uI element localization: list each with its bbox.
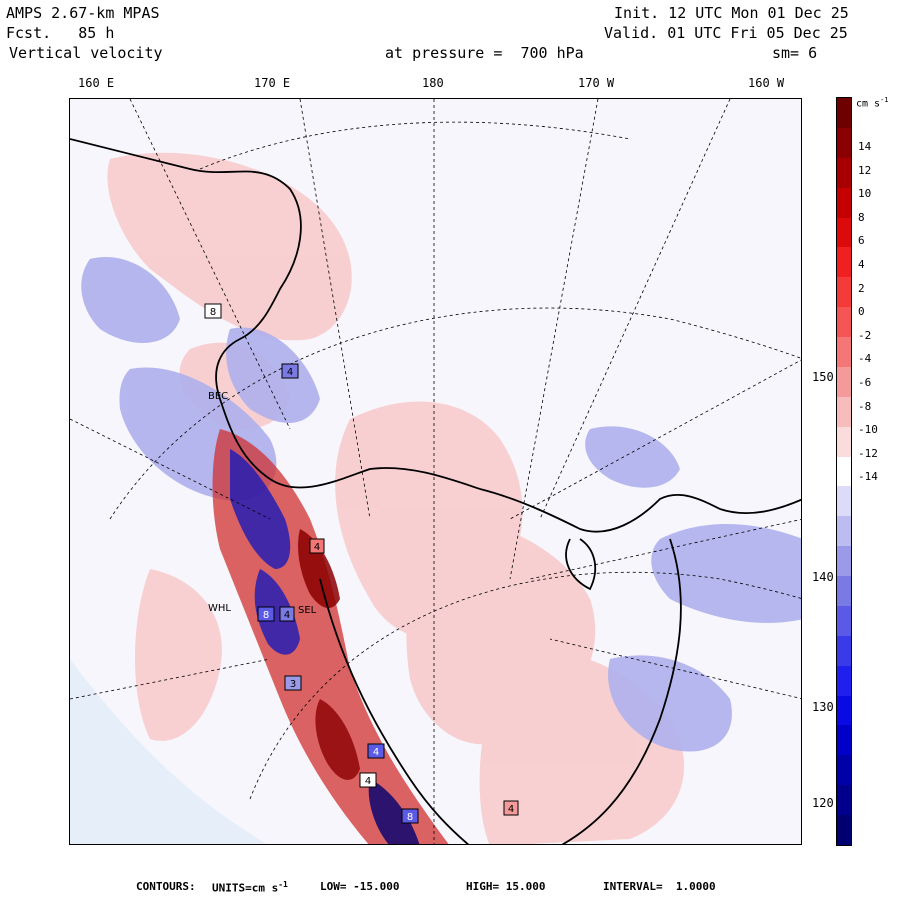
svg-text:8: 8 — [407, 812, 413, 823]
positive-velocity-areas — [107, 152, 685, 844]
colorbar-tick-label: -4 — [858, 352, 872, 366]
station-marker: 4 — [359, 772, 377, 788]
colorbar-tick-label: -12 — [858, 446, 878, 460]
valid-time: Valid. 01 UTC Fri 05 Dec 25 — [604, 24, 848, 42]
station-marker: 4 — [279, 606, 295, 622]
lon-label-180: 180 — [422, 76, 444, 90]
station-marker: 8 — [204, 303, 222, 319]
svg-text:4: 4 — [373, 747, 379, 758]
svg-text:4: 4 — [284, 610, 290, 621]
footer-interval: INTERVAL= 1.0000 — [603, 880, 716, 893]
station-label-whl: WHL — [208, 603, 231, 614]
station-markers: 8 4 8 4 4 3 4 — [204, 303, 519, 824]
colorbar-segment — [837, 785, 851, 816]
station-label-sel: SEL — [298, 605, 317, 616]
station-marker: 4 — [367, 743, 385, 759]
colorbar-segment — [837, 725, 851, 756]
colorbar-segment — [837, 277, 851, 308]
colorbar-tick-label: 4 — [858, 258, 865, 271]
colorbar-segment — [837, 486, 851, 517]
station-label-bec: BEC — [208, 391, 228, 402]
colorbar-unit: cm s-1 — [856, 96, 889, 110]
colorbar-tick-label: -10 — [858, 423, 878, 437]
station-marker: 4 — [281, 363, 299, 379]
colorbar-segment — [837, 635, 851, 667]
map-canvas: 8 4 8 4 4 3 4 — [70, 99, 801, 844]
colorbar-tick-label: 12 — [858, 163, 872, 177]
colorbar-tick-label: -14 — [858, 470, 878, 484]
colorbar-segment — [837, 247, 851, 278]
station-marker: 4 — [503, 800, 519, 816]
smoothing: sm= 6 — [772, 44, 818, 62]
footer-low: LOW= -15.000 — [320, 880, 400, 893]
pressure-level: at pressure = 700 hPa — [385, 44, 584, 62]
lon-label-170w: 170 W — [578, 76, 615, 90]
svg-text:8: 8 — [263, 610, 269, 621]
station-marker: 8 — [401, 808, 419, 824]
colorbar-tick-label: -6 — [858, 376, 872, 389]
station-marker: 3 — [284, 675, 302, 691]
colorbar-segment — [837, 217, 851, 248]
svg-text:4: 4 — [314, 542, 320, 553]
colorbar-segment — [837, 695, 851, 726]
lon-label-170e: 170 E — [254, 76, 291, 90]
colorbar-segment — [837, 337, 851, 368]
svg-text:8: 8 — [210, 307, 216, 318]
forecast-hour: Fcst. 85 h — [6, 24, 115, 42]
colorbar-segment — [837, 366, 851, 398]
shelf-area — [70, 659, 267, 844]
colorbar-segment — [837, 605, 851, 637]
init-time: Init. 12 UTC Mon 01 Dec 25 — [614, 4, 849, 22]
colorbar-tick-label: 0 — [858, 305, 865, 319]
colorbar-segment — [837, 815, 851, 846]
colorbar-tick-label: 14 — [858, 140, 872, 153]
colorbar-segment — [837, 576, 851, 607]
colorbar-segment — [837, 187, 851, 218]
svg-text:4: 4 — [508, 804, 514, 815]
footer-contours: CONTOURS: — [136, 880, 196, 893]
graticule — [70, 99, 801, 844]
station-marker: 4 — [309, 538, 325, 554]
colorbar-segment — [837, 426, 851, 458]
colorbar-tick-label: 2 — [858, 281, 865, 295]
colorbar-tick-label: 6 — [858, 234, 865, 248]
footer-units: UNITS=cm s-1 — [212, 880, 288, 895]
station-marker: 8 — [257, 606, 275, 622]
field-name: Vertical velocity — [9, 44, 163, 62]
model-title: AMPS 2.67-km MPAS — [6, 4, 160, 22]
colorbar-segment — [837, 546, 851, 577]
footer-high: HIGH= 15.000 — [466, 880, 546, 893]
colorbar-segment — [837, 396, 851, 428]
colorbar-segment — [837, 307, 851, 338]
colorbar-segment — [837, 516, 851, 547]
colorbar-tick-label: 10 — [858, 187, 872, 201]
colorbar-segment — [837, 456, 851, 487]
coastline — [70, 138, 801, 844]
colorbar-segment — [837, 127, 851, 159]
colorbar-tick-label: -2 — [858, 328, 872, 342]
colorbar-tick-label: -8 — [858, 399, 872, 413]
colorbar-segment — [837, 157, 851, 189]
strong-velocity-band — [212, 429, 449, 844]
lon-label-160e: 160 E — [78, 76, 115, 90]
colorbar — [836, 97, 852, 846]
svg-text:4: 4 — [365, 776, 371, 787]
svg-text:3: 3 — [290, 679, 296, 690]
vertical-velocity-map: 8 4 8 4 4 3 4 — [69, 98, 802, 845]
svg-text:4: 4 — [287, 367, 293, 378]
colorbar-tick-label: 8 — [858, 210, 865, 224]
colorbar-segment — [837, 665, 851, 697]
negative-velocity-areas — [81, 257, 801, 752]
colorbar-segment — [837, 98, 851, 129]
colorbar-segment — [837, 755, 851, 786]
lon-label-160w: 160 W — [748, 76, 785, 90]
